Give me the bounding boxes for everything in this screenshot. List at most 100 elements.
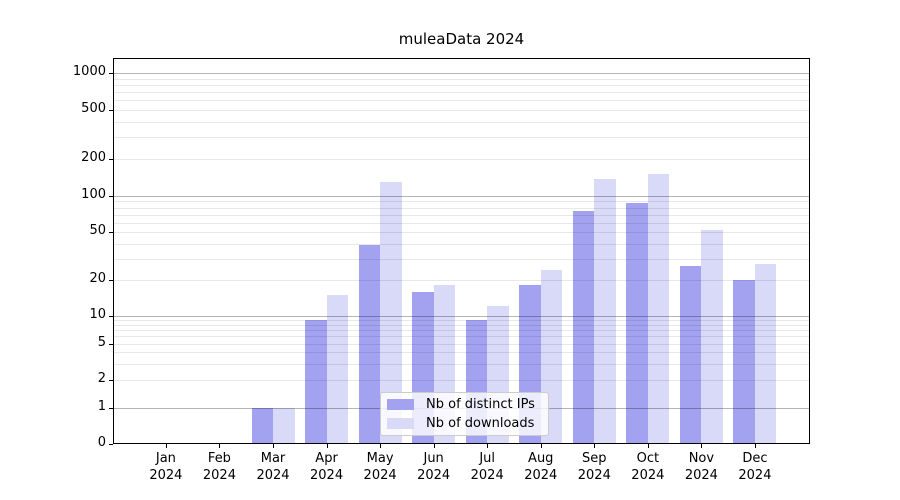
x-axis-year-label: 2024	[577, 468, 611, 483]
x-axis-year-label: 2024	[149, 468, 183, 483]
gridline	[113, 232, 810, 234]
y-axis-tick-label: 50	[89, 223, 106, 239]
y-tick-mark	[109, 196, 113, 197]
legend-entry: Nb of distinct IPs	[387, 397, 548, 412]
x-tick-mark	[754, 444, 756, 448]
x-tick-mark	[273, 444, 274, 448]
gridline	[113, 330, 810, 332]
y-axis-tick-label: 1000	[72, 64, 106, 79]
x-axis-month-label: Dec 2024	[725, 450, 785, 484]
x-axis-year-label: 2024	[738, 468, 772, 483]
y-axis-tick-label: 20	[89, 270, 106, 286]
gridline	[113, 196, 810, 197]
legend-entry: Nb of downloads	[387, 416, 548, 431]
y-tick-mark	[109, 232, 113, 234]
x-axis-year-label: 2024	[684, 468, 718, 483]
x-tick-mark	[165, 444, 167, 448]
x-axis-month-label: May 2024	[350, 450, 410, 484]
x-axis-month-label: Jul 2024	[457, 450, 517, 484]
bar-mar-downloads	[273, 407, 295, 444]
x-axis-year-label: 2024	[524, 468, 558, 483]
gridline	[113, 207, 810, 209]
x-axis-year-label: 2024	[310, 468, 344, 483]
bar-may-downloads	[380, 181, 402, 444]
y-tick-mark	[109, 379, 113, 381]
gridline	[113, 279, 810, 281]
gridline	[113, 320, 810, 322]
bar-dec-distinct-ips	[733, 279, 755, 444]
y-axis-tick-label: 200	[81, 149, 106, 165]
gridline	[113, 84, 810, 86]
y-tick-mark	[109, 444, 113, 445]
y-axis-tick-label: 5	[97, 334, 106, 350]
x-tick-mark	[326, 444, 328, 448]
y-tick-mark	[109, 110, 113, 112]
y-axis-tick-label: 100	[81, 187, 106, 202]
x-tick-mark	[647, 444, 649, 448]
gridline	[113, 73, 810, 74]
x-axis-month-label: Feb 2024	[189, 450, 249, 484]
x-tick-mark	[433, 444, 435, 448]
y-axis-tick-label: 2	[97, 370, 106, 386]
x-tick-mark	[540, 444, 542, 448]
bar-apr-downloads	[326, 294, 349, 444]
gridline	[113, 222, 810, 224]
x-axis-year-label: 2024	[631, 468, 665, 483]
y-tick-mark	[109, 316, 113, 317]
y-axis-tick-label: 500	[81, 101, 106, 117]
legend: Nb of distinct IPs Nb of downloads	[380, 392, 549, 436]
bar-apr-distinct-ips	[305, 320, 327, 444]
gridline	[113, 110, 810, 112]
bar-oct-downloads	[647, 174, 670, 444]
y-axis-tick-label: 10	[89, 307, 106, 322]
gridline	[113, 201, 810, 203]
x-axis-month-label: Jun 2024	[404, 450, 464, 484]
bar-mar-distinct-ips	[251, 407, 273, 444]
bar-sep-downloads	[594, 179, 616, 444]
bar-nov-distinct-ips	[679, 266, 702, 444]
gridline	[113, 92, 810, 94]
x-tick-mark	[219, 444, 221, 448]
x-axis-month-label: Nov 2024	[671, 450, 731, 484]
bar-oct-distinct-ips	[626, 203, 648, 444]
y-axis-tick-label: 0	[97, 435, 106, 450]
y-axis-tick-label: 1	[97, 398, 106, 414]
gridline	[113, 352, 810, 354]
bar-nov-downloads	[701, 230, 723, 444]
x-axis-month-label: Aug 2024	[511, 450, 571, 484]
gridline	[113, 258, 810, 260]
x-axis-month-label: Sep 2024	[564, 450, 624, 484]
bar-dec-downloads	[754, 264, 777, 444]
gridline	[113, 316, 810, 317]
gridline	[113, 214, 810, 216]
bar-may-distinct-ips	[358, 245, 381, 444]
gridline	[113, 78, 810, 80]
y-tick-mark	[109, 407, 113, 409]
gridline	[113, 336, 810, 338]
gridline	[113, 379, 810, 381]
x-tick-mark	[487, 444, 489, 448]
x-axis-year-label: 2024	[363, 468, 397, 483]
legend-swatch-downloads	[387, 418, 414, 429]
x-axis-year-label: 2024	[202, 468, 236, 483]
y-tick-mark	[109, 158, 113, 160]
x-tick-mark	[594, 444, 596, 448]
gridline	[113, 158, 810, 160]
bar-sep-distinct-ips	[572, 210, 595, 444]
gridline	[113, 324, 810, 326]
x-axis-year-label: 2024	[470, 468, 504, 483]
x-axis-year-label: 2024	[256, 468, 290, 483]
x-tick-mark	[380, 444, 382, 448]
x-axis-month-label: Mar 2024	[243, 450, 303, 484]
chart-title: muleaData 2024	[398, 30, 525, 48]
y-tick-mark	[109, 279, 113, 281]
legend-label: Nb of downloads	[426, 416, 535, 431]
gridline	[113, 100, 810, 102]
gridline	[113, 363, 810, 365]
gridline	[113, 137, 810, 139]
x-axis-year-label: 2024	[417, 468, 451, 483]
legend-swatch-distinct-ips	[387, 399, 414, 410]
x-tick-mark	[701, 444, 703, 448]
plot-area: Nb of distinct IPs Nb of downloads	[113, 58, 810, 444]
